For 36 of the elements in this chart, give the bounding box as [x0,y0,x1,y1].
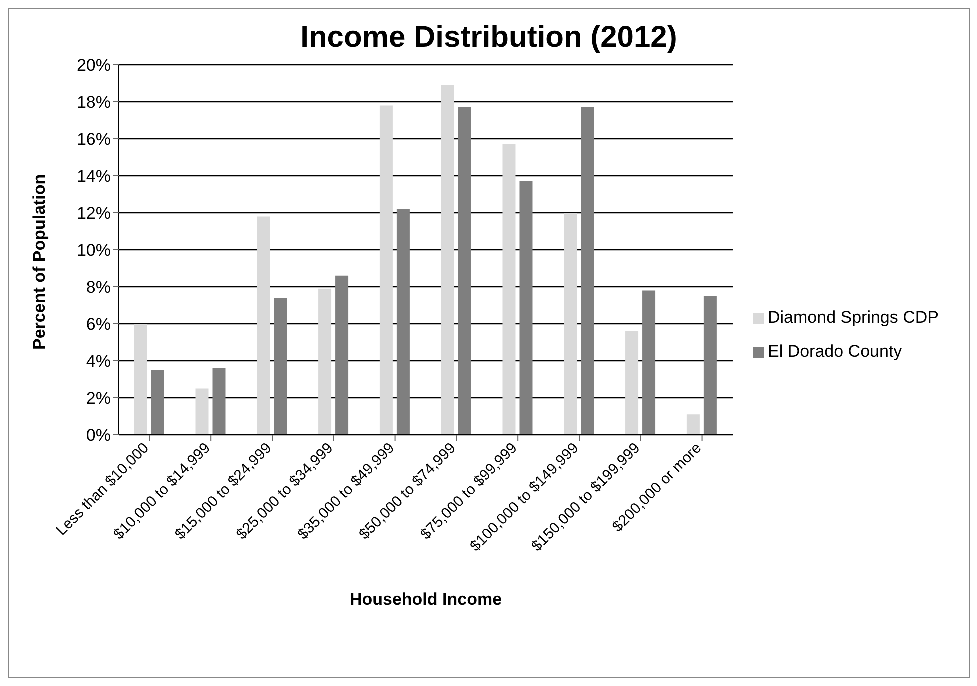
legend-label: El Dorado County [768,342,902,361]
bar [441,85,454,435]
bar [318,288,332,435]
bar [274,298,288,435]
bar [134,324,148,435]
bar [458,108,472,435]
bar [581,108,594,435]
y-axis-title: Percent of Population [30,174,50,350]
bar [336,276,349,435]
bar [502,144,516,435]
y-tick-label: 0% [86,426,111,446]
y-tick-label: 12% [76,204,111,224]
y-tick-label: 18% [76,93,111,112]
chart-title: Income Distribution (2012) [300,21,678,55]
bar [257,216,270,435]
bar [196,388,209,435]
bar [212,368,226,435]
bar [520,182,533,435]
bar [642,290,656,435]
legend-label: Diamond Springs CDP [768,308,939,327]
y-tick-label: 16% [76,130,111,150]
y-tick-label: 4% [86,352,111,372]
bar [396,209,410,435]
y-tick-label: 2% [86,389,111,408]
y-tick-label: 14% [76,167,111,186]
bar [686,414,700,435]
bar [626,331,639,435]
bar [564,213,578,435]
y-tick-label: 10% [76,241,111,260]
x-axis-title: Household Income [350,590,502,609]
y-tick-label: 20% [76,56,111,76]
bar [151,370,164,435]
y-tick-label: 6% [86,315,111,334]
bar [704,296,717,435]
y-tick-label: 8% [86,278,111,298]
bar [380,106,393,435]
